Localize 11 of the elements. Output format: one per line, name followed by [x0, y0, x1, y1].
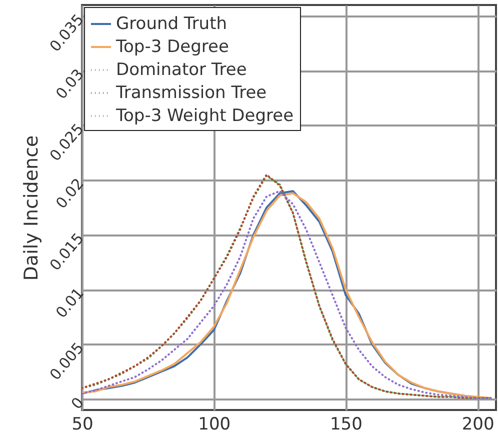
legend-label: Top-3 Degree: [115, 37, 229, 57]
legend-label: Transmission Tree: [115, 83, 267, 103]
y-tick-label: 0: [67, 394, 88, 413]
legend-label: Top-3 Weight Degree: [115, 106, 294, 126]
legend-label: Ground Truth: [116, 14, 228, 34]
x-tick-label: 200: [462, 414, 494, 434]
x-tick-label: 50: [72, 414, 94, 434]
y-axis-title: Daily Incidence: [20, 135, 43, 281]
x-tick-label: 150: [330, 414, 362, 434]
legend-label: Dominator Tree: [116, 60, 247, 80]
x-tick-label: 100: [198, 414, 231, 434]
